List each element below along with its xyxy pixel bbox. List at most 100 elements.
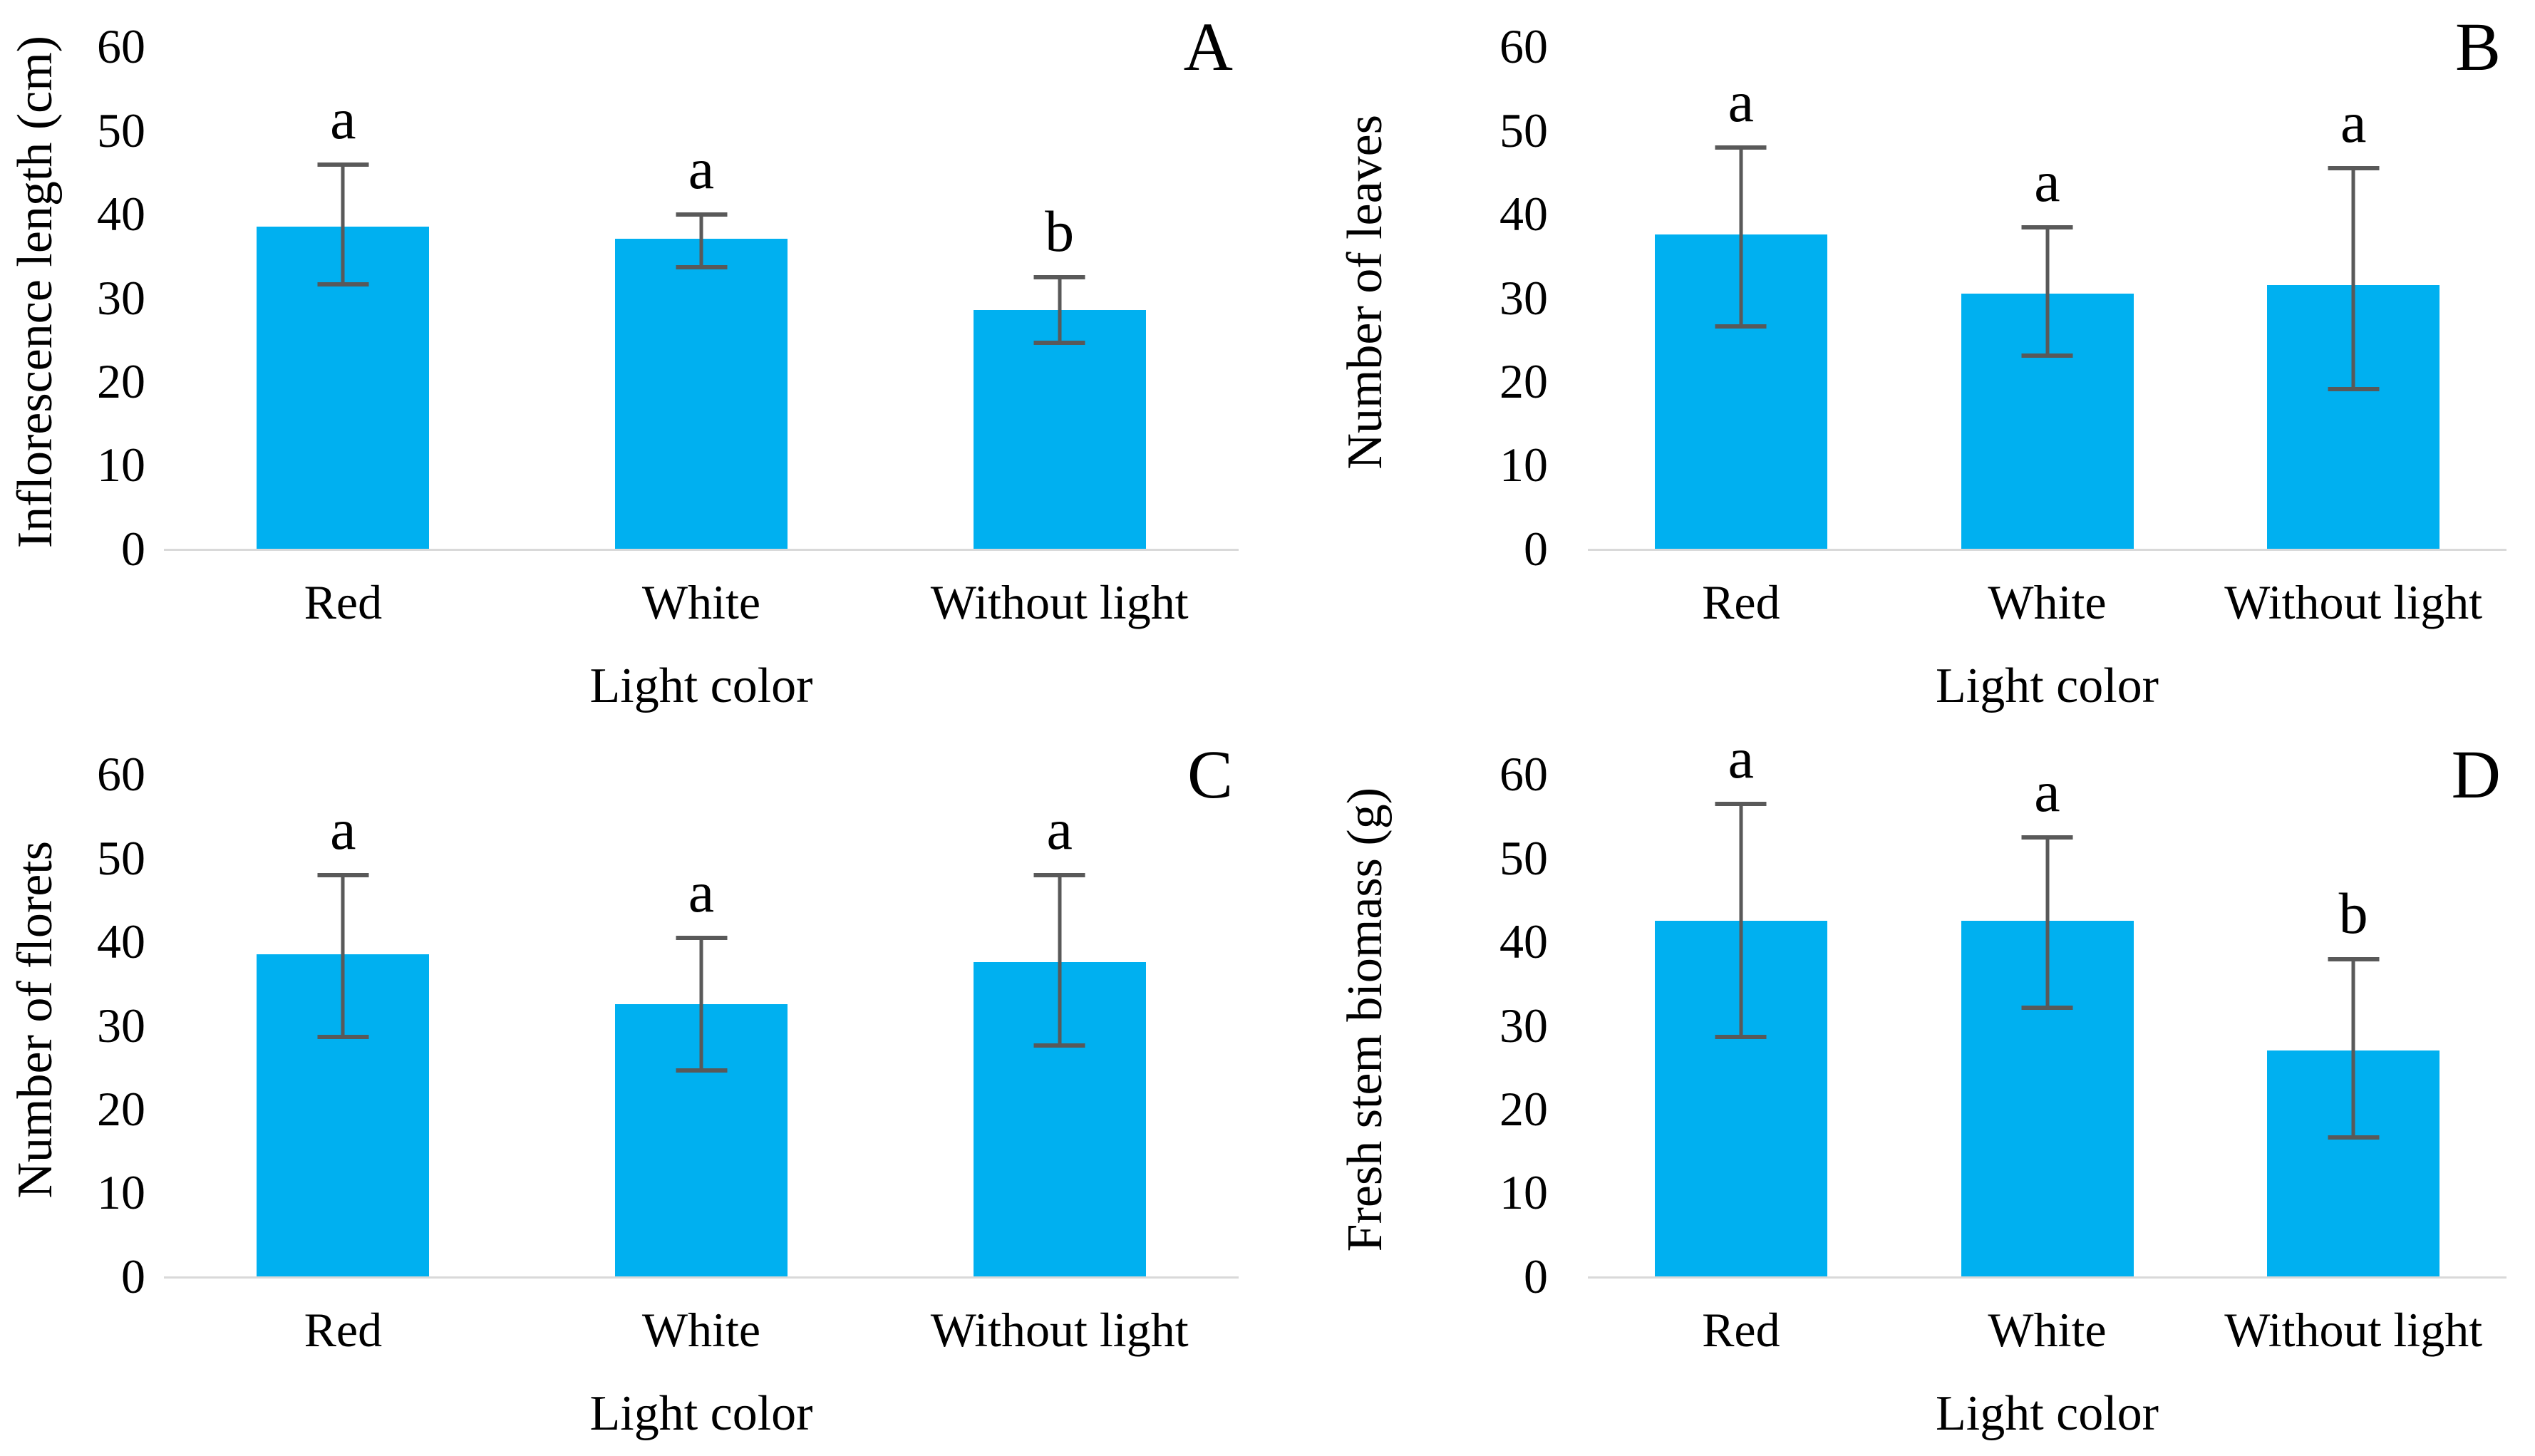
y-tick: 0 [1524,1249,1548,1303]
panel-letter-c: C [1187,736,1233,812]
plot-area-d: a a b [1588,729,2506,1279]
y-axis-ticks-b: 60 50 40 30 20 10 0 [1474,22,1552,573]
y-tick: 50 [97,103,145,158]
chart-panel-d: D Fresh stem biomass (g) 60 50 40 30 20 … [1267,728,2535,1456]
y-tick: 0 [121,522,145,576]
bar-slot-b-red: a [1588,46,1894,549]
x-tick-label: Red [304,575,383,629]
y-axis-ticks-a: 60 50 40 30 20 10 0 [71,22,150,573]
x-axis-title-b: Light color [1936,659,2159,713]
y-tick: 30 [1499,270,1548,325]
x-axis-title-c: Light color [589,1386,813,1441]
error-bar-d-without-light [2351,958,2355,1139]
significance-letter: b [2338,880,2368,946]
chart-panel-c: C Number of florets 60 50 40 30 20 10 0 … [0,728,1267,1456]
x-tick-label: Red [1702,575,1780,629]
x-tick-label: Without light [930,1303,1189,1357]
error-bar-c-red [341,874,345,1038]
x-tick-label: Red [1702,1303,1780,1357]
y-tick: 40 [1499,914,1548,969]
error-bar-b-white [2045,226,2049,356]
plot-area-a: a a b [164,46,1239,551]
error-bar-a-without-light [1058,277,1062,344]
x-axis-labels-b: Red White Without light [1588,576,2506,629]
y-tick: 30 [1499,998,1548,1053]
error-bar-d-white [2045,837,2049,1008]
significance-letter: a [330,797,356,862]
x-tick-label: Without light [930,575,1189,629]
y-tick: 0 [1524,522,1548,576]
significance-letter: a [688,859,715,925]
significance-letter: a [330,86,356,151]
y-tick: 20 [97,354,145,408]
y-axis-ticks-c: 60 50 40 30 20 10 0 [71,750,150,1301]
error-bar-b-red [1739,147,1743,327]
bar-slot-c-white: a [522,774,881,1276]
significance-letter: b [1045,199,1075,264]
error-bar-c-white [699,937,703,1072]
y-tick: 10 [1499,1165,1548,1220]
y-axis-title-d: Fresh stem biomass (g) [1338,788,1393,1252]
x-tick-label: White [641,575,761,629]
x-tick-label: Red [304,1303,383,1357]
x-tick-label: White [1988,1303,2107,1357]
x-axis-title-a: Light color [589,659,813,713]
bar-slot-b-white: a [1894,46,2201,549]
error-bar-b-without-light [2351,167,2355,390]
bar-slot-a-white: a [522,46,881,549]
bar-slot-d-without-light: b [2200,774,2506,1276]
x-axis-labels-a: Red White Without light [164,576,1239,629]
y-tick: 40 [97,186,145,241]
significance-letter: a [1728,726,1755,791]
y-tick: 20 [97,1082,145,1136]
significance-letter: a [1728,69,1755,134]
x-tick-label: White [641,1303,761,1357]
plot-area-c: a a a [164,774,1239,1279]
y-tick: 10 [1499,438,1548,492]
x-axis-labels-c: Red White Without light [164,1303,1239,1357]
significance-letter: a [2034,148,2060,214]
y-tick: 50 [1499,830,1548,885]
y-tick: 20 [1499,354,1548,408]
bar-slot-a-without-light: b [880,46,1239,549]
significance-letter: a [688,136,715,202]
chart-panel-b: B Number of leaves 60 50 40 30 20 10 0 a… [1267,0,2535,728]
plot-area-b: a a a [1588,46,2506,551]
error-bar-a-red [341,163,345,285]
bar-a-without-light [973,310,1146,549]
y-tick: 50 [97,830,145,885]
chart-panel-a: A Inflorescence length (cm) 60 50 40 30 … [0,0,1267,728]
y-tick: 60 [97,747,145,801]
y-tick: 40 [1499,186,1548,241]
y-tick: 40 [97,914,145,969]
x-tick-label: White [1988,575,2107,629]
bar-slot-c-red: a [164,774,522,1276]
bar-slot-d-red: a [1588,729,1894,1276]
panel-letter-d: D [2451,736,2501,812]
y-axis-title-a: Inflorescence length (cm) [8,36,63,549]
bar-slot-c-without-light: a [880,774,1239,1276]
y-tick: 10 [97,438,145,492]
panel-letter-a: A [1183,9,1233,85]
y-tick: 30 [97,270,145,325]
x-tick-label: Without light [2224,1303,2483,1357]
significance-letter: a [1046,797,1073,862]
error-bar-c-without-light [1058,874,1062,1046]
y-tick: 30 [97,998,145,1053]
y-tick: 20 [1499,1082,1548,1136]
y-axis-ticks-d: 60 50 40 30 20 10 0 [1474,750,1552,1301]
y-tick: 60 [1499,747,1548,801]
panel-letter-b: B [2454,9,2501,85]
bar-a-white [615,239,788,549]
y-tick: 10 [97,1165,145,1220]
error-bar-a-white [699,214,703,269]
y-tick: 0 [121,1249,145,1303]
x-axis-labels-d: Red White Without light [1588,1303,2506,1357]
y-tick: 60 [97,19,145,73]
y-axis-title-c: Number of florets [8,841,63,1199]
bar-slot-a-red: a [164,46,522,549]
error-bar-d-red [1739,803,1743,1038]
bar-slot-b-without-light: a [2200,46,2506,549]
y-axis-title-b: Number of leaves [1338,115,1393,470]
